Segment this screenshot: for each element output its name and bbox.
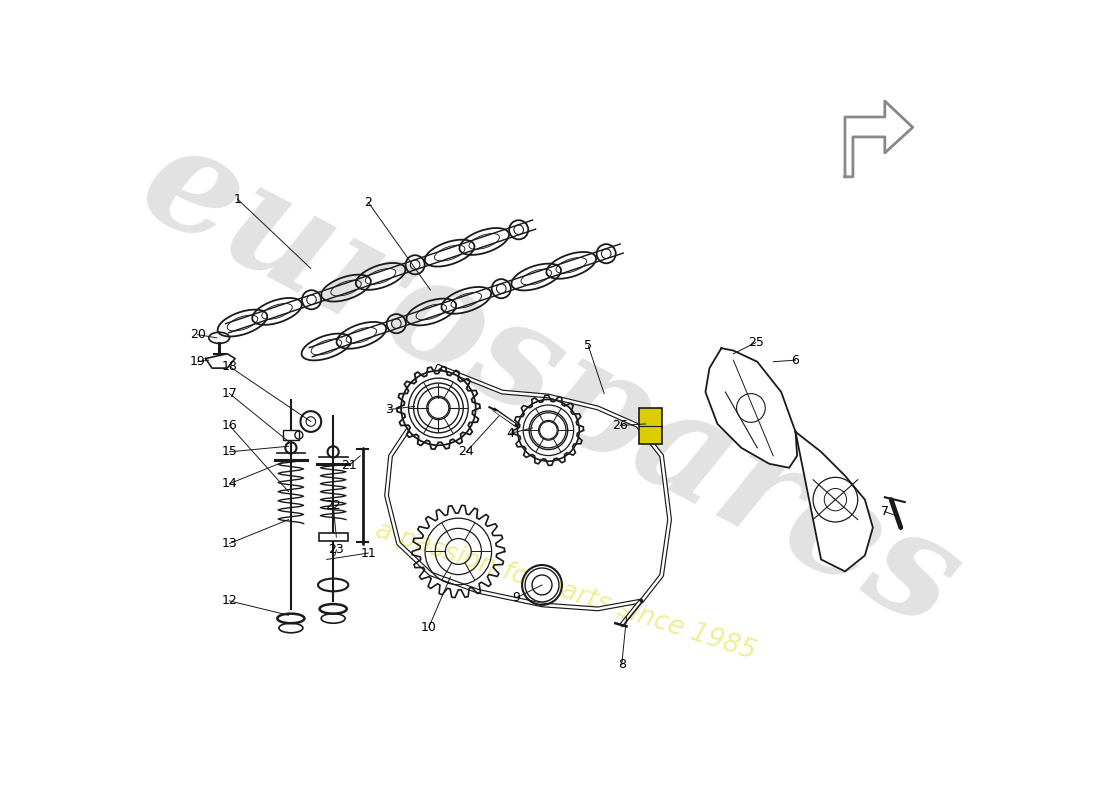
Text: 22: 22	[326, 498, 341, 512]
Polygon shape	[206, 354, 235, 368]
Text: 24: 24	[459, 446, 474, 458]
Text: 20: 20	[189, 328, 206, 341]
Circle shape	[402, 370, 475, 446]
Polygon shape	[795, 432, 873, 571]
Text: 21: 21	[341, 459, 358, 472]
Text: 6: 6	[792, 354, 800, 366]
Circle shape	[525, 568, 559, 602]
Text: 10: 10	[421, 621, 437, 634]
Text: 16: 16	[221, 419, 238, 432]
Text: 4: 4	[506, 427, 514, 440]
Text: 17: 17	[221, 387, 238, 400]
Text: eurospares: eurospares	[118, 110, 982, 658]
Text: 2: 2	[364, 196, 372, 209]
Text: 7: 7	[881, 505, 889, 518]
Text: 19: 19	[190, 355, 206, 368]
Text: 9: 9	[513, 591, 520, 604]
Text: 18: 18	[221, 360, 238, 373]
Text: 25: 25	[748, 336, 763, 349]
Text: 13: 13	[221, 537, 238, 550]
Text: 14: 14	[221, 478, 238, 490]
Text: 11: 11	[361, 546, 376, 559]
Circle shape	[517, 399, 580, 461]
Text: 5: 5	[584, 339, 592, 352]
Text: 26: 26	[613, 419, 628, 432]
Text: 8: 8	[618, 658, 626, 671]
Bar	[319, 533, 348, 541]
Text: a passion for parts since 1985: a passion for parts since 1985	[373, 518, 759, 666]
Text: 3: 3	[385, 403, 393, 416]
Text: 12: 12	[221, 594, 238, 607]
Text: 23: 23	[329, 543, 344, 556]
Bar	[639, 408, 661, 444]
Bar	[283, 430, 299, 440]
Text: 1: 1	[233, 193, 241, 206]
Polygon shape	[845, 101, 913, 177]
Text: 15: 15	[221, 446, 238, 458]
Polygon shape	[705, 348, 798, 468]
